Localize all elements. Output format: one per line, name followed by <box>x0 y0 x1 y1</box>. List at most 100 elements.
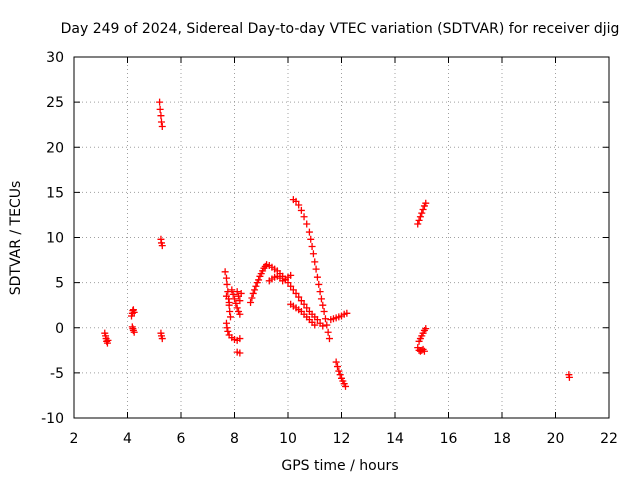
data-point <box>297 206 305 214</box>
x-tick-label: 22 <box>600 431 618 447</box>
data-point <box>287 282 295 290</box>
data-point <box>232 299 240 307</box>
data-point <box>321 315 329 323</box>
data-point <box>342 382 350 390</box>
data-point <box>414 220 422 228</box>
data-point <box>420 347 428 355</box>
data-point <box>303 220 311 228</box>
data-point <box>157 112 165 120</box>
x-tick-label: 4 <box>123 431 132 447</box>
data-point <box>335 367 343 375</box>
data-point <box>297 297 305 305</box>
data-point <box>231 295 238 303</box>
data-point <box>565 373 573 381</box>
data-point <box>158 242 166 250</box>
x-tick-label: 20 <box>547 431 565 447</box>
data-point <box>287 271 295 279</box>
data-point <box>343 309 351 317</box>
data-point <box>311 321 319 329</box>
data-point <box>316 288 324 296</box>
x-tick-label: 14 <box>386 431 404 447</box>
data-point <box>221 268 229 276</box>
data-point <box>130 328 138 336</box>
data-point <box>225 298 233 306</box>
data-point <box>247 298 255 306</box>
data-point <box>295 293 303 301</box>
data-point <box>307 235 315 243</box>
data-point <box>416 213 424 221</box>
data-point <box>224 327 232 335</box>
data-point <box>324 328 332 336</box>
data-point <box>325 335 333 343</box>
data-point <box>336 371 344 379</box>
y-tick-label: 5 <box>55 276 64 292</box>
data-point <box>252 282 260 290</box>
data-point <box>312 265 320 273</box>
data-point <box>236 297 244 305</box>
x-tick-label: 10 <box>279 431 297 447</box>
data-point <box>104 336 112 344</box>
y-tick-label: -5 <box>50 366 64 382</box>
data-point <box>128 323 136 331</box>
data-point <box>317 295 325 303</box>
data-point <box>233 304 241 312</box>
data-point <box>223 324 231 332</box>
data-point <box>319 301 327 309</box>
axis-ticks: 2 4 6 8 10 12 14 16 18 20 22 -10 -5 0 5 10 15 20 25 30 <box>41 50 618 447</box>
x-axis-label: GPS time / hours <box>281 458 398 474</box>
data-point <box>300 213 308 221</box>
data-point <box>248 294 256 302</box>
data-point <box>292 289 300 297</box>
x-tick-label: 18 <box>493 431 511 447</box>
data-point <box>222 274 230 282</box>
data-point <box>308 243 316 251</box>
data-point <box>311 258 319 266</box>
data-point <box>419 206 427 214</box>
data-point <box>332 358 340 366</box>
x-tick-label: 8 <box>230 431 239 447</box>
data-point <box>292 197 300 205</box>
data-point <box>309 250 317 258</box>
y-tick-label: 25 <box>46 95 64 111</box>
y-tick-label: -10 <box>41 411 64 427</box>
data-point <box>313 316 321 324</box>
data-point <box>289 286 297 294</box>
x-tick-label: 6 <box>177 431 186 447</box>
x-tick-label: 2 <box>70 431 79 447</box>
data-point <box>418 209 426 217</box>
data-point <box>305 228 313 236</box>
data-point <box>228 286 236 294</box>
data-point <box>315 280 323 288</box>
x-tick-label: 12 <box>333 431 351 447</box>
data-point <box>156 105 164 113</box>
data-point <box>249 289 257 297</box>
data-point <box>223 280 231 288</box>
chart-title: Day 249 of 2024, Sidereal Day-to-day VTE… <box>61 21 620 37</box>
data-point <box>229 290 237 298</box>
data-point <box>224 288 232 296</box>
data-point <box>319 322 327 330</box>
data-point <box>236 310 244 318</box>
data-point <box>157 118 165 126</box>
y-tick-label: 20 <box>46 140 64 156</box>
x-tick-label: 16 <box>440 431 458 447</box>
data-point <box>236 349 244 357</box>
data-point <box>415 216 423 224</box>
data-point <box>236 335 244 343</box>
y-tick-label: 0 <box>55 321 64 337</box>
data-point <box>303 304 311 312</box>
y-tick-label: 30 <box>46 50 64 66</box>
data-point <box>222 292 230 300</box>
data-point <box>333 363 341 371</box>
data-point <box>156 98 164 106</box>
data-point <box>313 273 321 281</box>
data-point <box>237 289 245 297</box>
y-tick-label: 10 <box>46 231 64 247</box>
data-point <box>300 300 308 308</box>
data-point <box>226 313 234 321</box>
data-point <box>130 308 138 316</box>
data-point <box>422 199 430 207</box>
data-point <box>323 321 331 329</box>
